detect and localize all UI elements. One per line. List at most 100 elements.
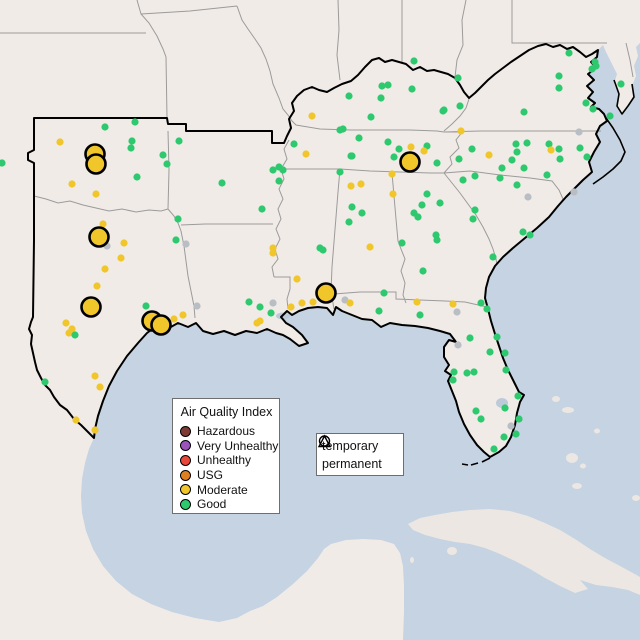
station-marker[interactable]	[454, 74, 462, 82]
station-marker[interactable]	[182, 240, 190, 248]
station-marker[interactable]	[142, 302, 150, 310]
station-marker[interactable]	[345, 218, 353, 226]
station-marker[interactable]	[591, 58, 599, 66]
station-marker[interactable]	[170, 315, 178, 323]
station-marker[interactable]	[348, 203, 356, 211]
station-marker[interactable]	[65, 329, 73, 337]
station-marker[interactable]	[375, 307, 383, 315]
station-marker[interactable]	[547, 146, 555, 154]
station-marker[interactable]	[439, 107, 447, 115]
station-marker[interactable]	[88, 226, 110, 248]
station-marker[interactable]	[496, 174, 504, 182]
station-marker[interactable]	[543, 171, 551, 179]
station-marker[interactable]	[436, 199, 444, 207]
station-marker[interactable]	[336, 168, 344, 176]
station-marker[interactable]	[56, 138, 64, 146]
station-marker[interactable]	[127, 144, 135, 152]
station-marker[interactable]	[486, 348, 494, 356]
station-marker[interactable]	[174, 215, 182, 223]
station-marker[interactable]	[576, 144, 584, 152]
station-marker[interactable]	[193, 302, 201, 310]
station-marker[interactable]	[0, 159, 6, 167]
station-marker[interactable]	[423, 190, 431, 198]
station-marker[interactable]	[319, 246, 327, 254]
station-marker[interactable]	[357, 180, 365, 188]
station-marker[interactable]	[150, 314, 172, 336]
station-marker[interactable]	[416, 311, 424, 319]
station-marker[interactable]	[269, 166, 277, 174]
station-marker[interactable]	[390, 153, 398, 161]
station-marker[interactable]	[287, 303, 295, 311]
station-marker[interactable]	[472, 407, 480, 415]
station-marker[interactable]	[523, 139, 531, 147]
station-marker[interactable]	[245, 298, 253, 306]
station-marker[interactable]	[72, 416, 80, 424]
station-marker[interactable]	[512, 430, 520, 438]
station-marker[interactable]	[414, 213, 422, 221]
station-marker[interactable]	[477, 299, 485, 307]
station-marker[interactable]	[555, 72, 563, 80]
station-marker[interactable]	[96, 383, 104, 391]
station-marker[interactable]	[293, 275, 301, 283]
station-marker[interactable]	[348, 152, 356, 160]
station-marker[interactable]	[500, 433, 508, 441]
station-marker[interactable]	[269, 299, 277, 307]
station-marker[interactable]	[513, 181, 521, 189]
station-marker[interactable]	[575, 128, 583, 136]
station-marker[interactable]	[347, 182, 355, 190]
station-marker[interactable]	[346, 299, 354, 307]
station-marker[interactable]	[582, 99, 590, 107]
station-marker[interactable]	[520, 108, 528, 116]
station-marker[interactable]	[269, 244, 277, 252]
station-marker[interactable]	[556, 155, 564, 163]
station-marker[interactable]	[449, 300, 457, 308]
station-marker[interactable]	[366, 243, 374, 251]
station-marker[interactable]	[419, 267, 427, 275]
station-marker[interactable]	[253, 319, 261, 327]
station-marker[interactable]	[218, 179, 226, 187]
station-marker[interactable]	[555, 145, 563, 153]
station-marker[interactable]	[501, 349, 509, 357]
station-marker[interactable]	[399, 151, 421, 173]
station-marker[interactable]	[565, 49, 573, 57]
station-marker[interactable]	[570, 188, 578, 196]
station-marker[interactable]	[470, 368, 478, 376]
station-marker[interactable]	[133, 173, 141, 181]
station-marker[interactable]	[179, 311, 187, 319]
station-marker[interactable]	[290, 140, 298, 148]
station-marker[interactable]	[520, 164, 528, 172]
station-marker[interactable]	[514, 392, 522, 400]
station-marker[interactable]	[508, 156, 516, 164]
station-marker[interactable]	[449, 376, 457, 384]
station-marker[interactable]	[457, 127, 465, 135]
station-marker[interactable]	[513, 148, 521, 156]
station-marker[interactable]	[469, 215, 477, 223]
station-marker[interactable]	[455, 155, 463, 163]
station-marker[interactable]	[384, 138, 392, 146]
station-marker[interactable]	[339, 125, 347, 133]
station-marker[interactable]	[298, 299, 306, 307]
station-marker[interactable]	[418, 201, 426, 209]
station-marker[interactable]	[378, 82, 386, 90]
station-marker[interactable]	[490, 445, 498, 453]
station-marker[interactable]	[380, 289, 388, 297]
station-marker[interactable]	[545, 140, 553, 148]
station-marker[interactable]	[463, 369, 471, 377]
station-marker[interactable]	[420, 147, 428, 155]
station-marker[interactable]	[315, 282, 337, 304]
station-marker[interactable]	[407, 143, 415, 151]
station-marker[interactable]	[99, 220, 107, 228]
station-marker[interactable]	[512, 140, 520, 148]
station-marker[interactable]	[456, 102, 464, 110]
station-marker[interactable]	[477, 415, 485, 423]
station-marker[interactable]	[302, 150, 310, 158]
station-marker[interactable]	[309, 298, 317, 306]
station-marker[interactable]	[62, 319, 70, 327]
station-marker[interactable]	[501, 404, 509, 412]
station-marker[interactable]	[466, 334, 474, 342]
station-marker[interactable]	[498, 164, 506, 172]
station-marker[interactable]	[80, 296, 102, 318]
station-marker[interactable]	[526, 231, 534, 239]
station-marker[interactable]	[450, 368, 458, 376]
station-marker[interactable]	[128, 137, 136, 145]
